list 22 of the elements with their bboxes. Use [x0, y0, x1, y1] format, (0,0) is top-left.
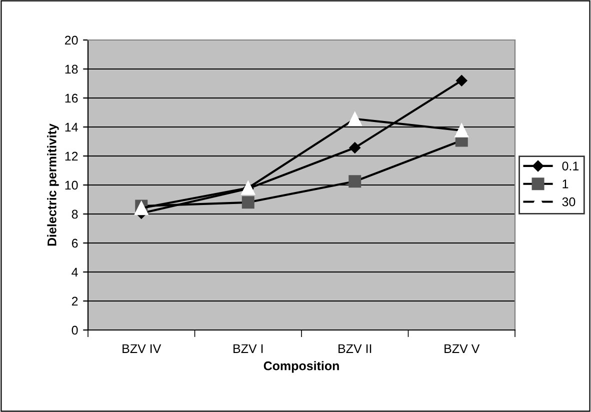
legend-label: 1 [562, 180, 568, 188]
point [349, 142, 360, 154]
y-tick-label: 2 [72, 296, 78, 306]
y-tick-label: 8 [72, 210, 78, 219]
y-tick-label: 20 [65, 36, 78, 45]
y-axis-title: Dielectric permitivity [47, 124, 59, 246]
x-tick-label: BZV II [338, 344, 372, 353]
x-tick-label: BZV V [444, 344, 480, 353]
legend-label: 30 [562, 197, 576, 206]
y-tick-label: 6 [72, 238, 78, 248]
x-tick-label: BZV I [234, 344, 263, 353]
x-axis-title: Composition [264, 361, 339, 373]
y-tick-label: 14 [65, 122, 78, 132]
y-tick-label: 16 [65, 94, 78, 103]
legend-label: 0.1 [562, 162, 579, 170]
point [456, 74, 468, 86]
y-tick-label: 0 [72, 326, 78, 335]
y-tick-label: 12 [65, 152, 78, 161]
y-tick-label: 4 [72, 268, 78, 277]
y-tick-label: 18 [65, 64, 78, 74]
x-tick-label: BZV IV [122, 344, 162, 353]
y-tick-label: 10 [65, 180, 78, 190]
